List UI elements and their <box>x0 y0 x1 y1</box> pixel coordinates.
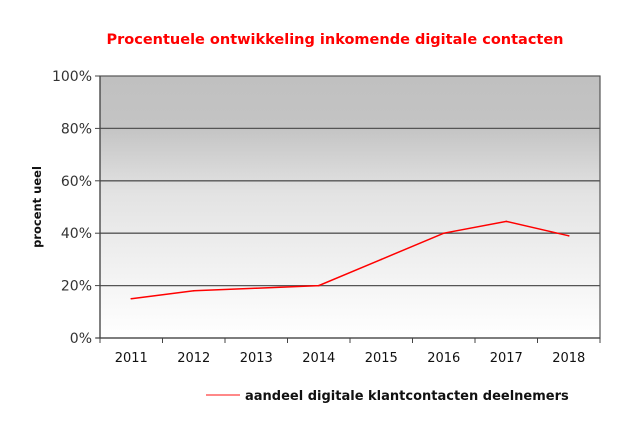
y-tick-label: 40% <box>61 226 92 242</box>
x-tick-label: 2015 <box>365 351 398 366</box>
x-tick-label: 2014 <box>302 351 335 366</box>
x-tick-label: 2013 <box>240 351 273 366</box>
y-tick-label: 80% <box>61 121 92 137</box>
data-point <box>255 287 258 290</box>
plot-area <box>99 75 601 339</box>
chart-title: Procentuele ontwikkeling inkomende digit… <box>106 32 563 48</box>
data-point <box>380 258 383 261</box>
data-point <box>192 290 195 292</box>
data-point <box>317 284 320 287</box>
y-tick-label: 100% <box>52 69 92 85</box>
data-point <box>442 232 445 234</box>
x-axis-ticks: 2011 2012 2013 2014 2015 2016 2017 2018 <box>99 338 601 366</box>
x-tick-label: 2017 <box>490 351 523 366</box>
series-line <box>131 220 569 300</box>
x-tick-label: 2016 <box>427 351 460 366</box>
y-axis-ticks: 0% 20% 40% 60% 80% 100% <box>52 69 100 347</box>
y-tick-label: 60% <box>61 174 92 190</box>
y-tick-label: 20% <box>61 279 92 295</box>
x-tick-label: 2018 <box>552 351 585 366</box>
y-axis-label: procent ueel <box>30 166 44 248</box>
legend-label: aandeel digitale klantcontacten deelneme… <box>245 389 569 404</box>
gridlines <box>100 127 600 287</box>
data-point <box>130 297 133 300</box>
data-point <box>505 220 508 223</box>
y-tick-label: 0% <box>70 331 92 347</box>
legend: aandeel digitale klantcontacten deelneme… <box>206 389 569 404</box>
series-group <box>130 220 570 300</box>
data-point <box>567 235 570 237</box>
x-tick-label: 2011 <box>115 351 148 366</box>
x-tick-label: 2012 <box>177 351 210 366</box>
